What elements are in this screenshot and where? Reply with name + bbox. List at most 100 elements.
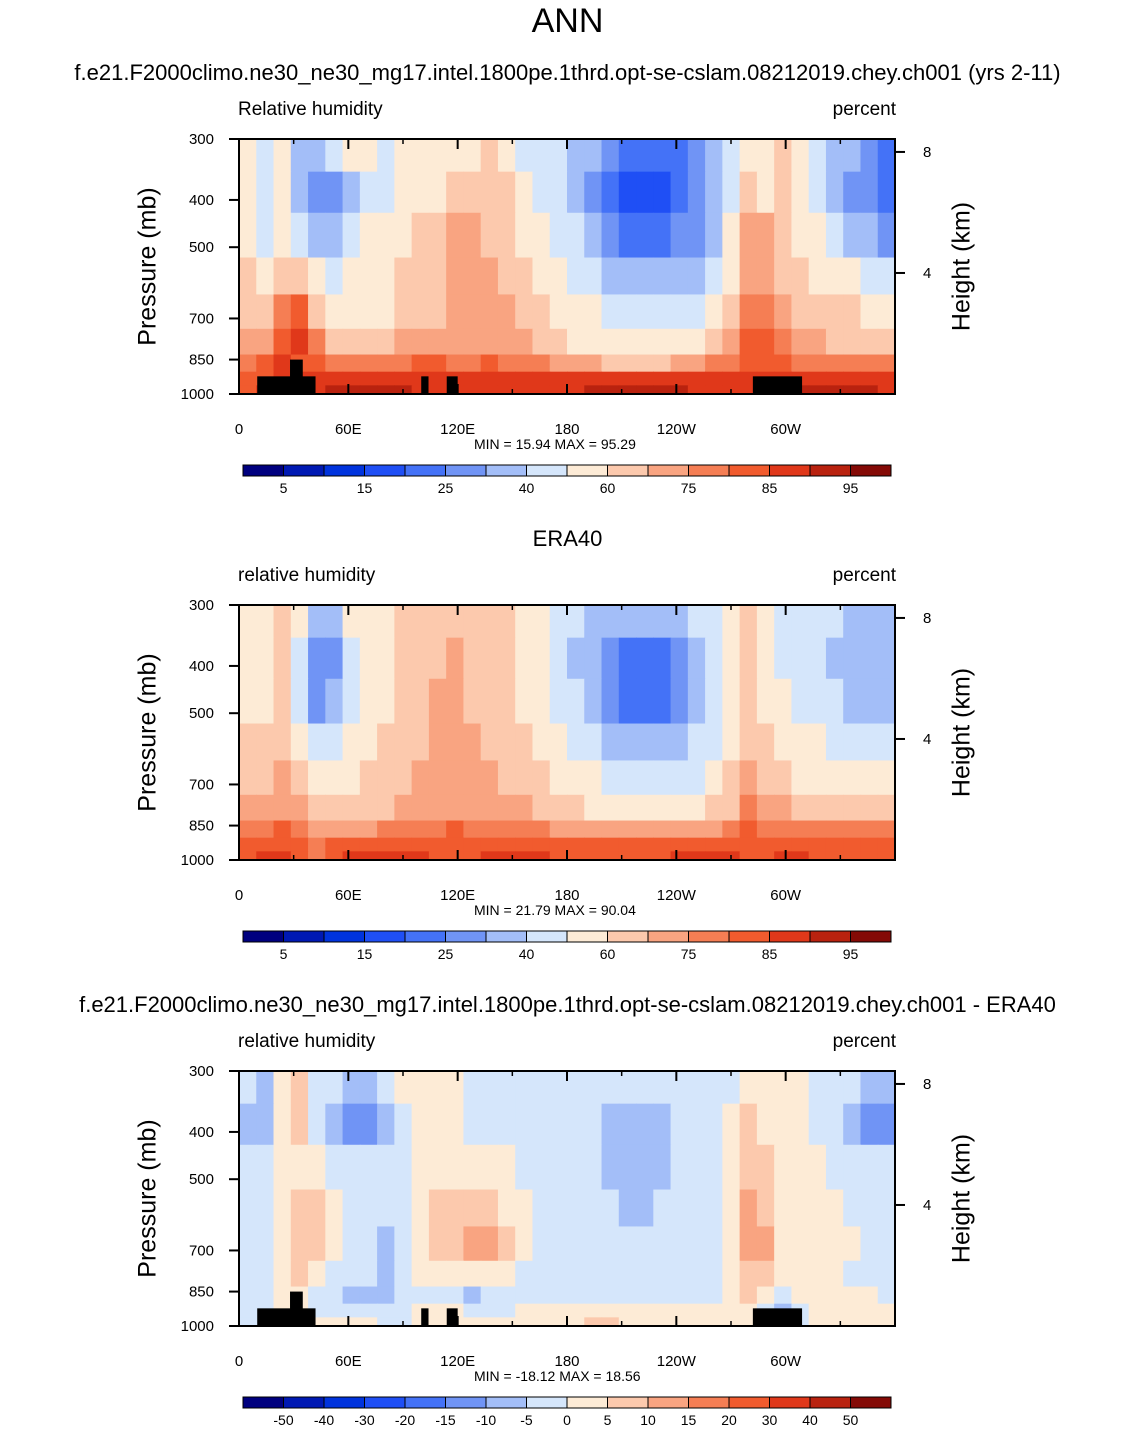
heatmap-cell (687, 794, 706, 822)
heatmap-cell (791, 1071, 810, 1105)
heatmap-cell (463, 1286, 482, 1305)
heatmap-cell (618, 1144, 637, 1191)
heatmap-cell (532, 1103, 551, 1146)
heatmap-cell (411, 354, 430, 373)
heatmap-cell (808, 678, 827, 725)
heatmap-cell (791, 257, 810, 296)
heatmap-cell (653, 1317, 672, 1327)
heatmap-cell (584, 794, 603, 822)
heatmap-cell (636, 723, 654, 762)
heatmap-cell (756, 820, 775, 839)
heatmap-cell (463, 1103, 482, 1146)
heatmap-cell (463, 723, 482, 762)
heatmap-cell (791, 794, 810, 822)
heatmap-cell (774, 212, 793, 259)
heatmap-cell (653, 678, 672, 725)
heatmap-cell (532, 1303, 551, 1318)
heatmap-cell (618, 1071, 637, 1105)
heatmap-cell (860, 851, 879, 861)
heatmap-cell (843, 851, 862, 861)
heatmap-cell (515, 1144, 534, 1191)
colorbar-box (647, 1396, 689, 1409)
heatmap-cell (256, 212, 275, 259)
heatmap-cell (446, 820, 465, 839)
colorbar-label: -20 (395, 1412, 415, 1428)
heatmap-cell (549, 328, 568, 356)
heatmap-cell (273, 1286, 292, 1305)
heatmap-cell (290, 294, 309, 330)
heatmap-cell (290, 820, 309, 839)
heatmap-cell (325, 851, 344, 861)
heatmap-cell (584, 1226, 603, 1262)
heatmap-cell (308, 794, 326, 822)
heatmap-cell (411, 171, 430, 214)
heatmap-cell (463, 139, 482, 173)
colorbar-box (809, 1396, 851, 1409)
heatmap-cell (877, 139, 896, 173)
heatmap-cell (342, 354, 361, 373)
heatmap-cell (256, 1286, 275, 1305)
heatmap-cell (325, 385, 344, 395)
heatmap-cell (601, 294, 620, 330)
x-tick-label: 180 (554, 1353, 579, 1370)
heatmap-cell (532, 139, 551, 173)
heatmap-cell (860, 637, 879, 680)
heatmap-cell (791, 1103, 810, 1146)
colorbar-box (404, 1396, 446, 1409)
heatmap-cell (532, 171, 551, 214)
heatmap-cell (756, 794, 775, 822)
heatmap-cell (446, 851, 465, 861)
heatmap-cell (791, 837, 810, 852)
heatmap-cell (463, 851, 482, 861)
heatmap-cell (428, 1260, 447, 1288)
heatmap-cell (843, 760, 862, 796)
heatmap-cell (584, 212, 603, 259)
heatmap-cell (808, 1303, 827, 1318)
heatmap-cell (774, 794, 793, 822)
heatmap-cell (739, 723, 758, 762)
heatmap-cell (618, 139, 637, 173)
heatmap-cell (687, 212, 706, 259)
heatmap-cell (756, 1071, 775, 1105)
heatmap-cell (446, 794, 465, 822)
heatmap-cell (843, 354, 862, 373)
heatmap-cell (342, 1103, 361, 1146)
heatmap-cell (843, 212, 862, 259)
land-mask (446, 1308, 458, 1326)
heatmap-cell (722, 1071, 741, 1105)
heatmap-cell (256, 1071, 275, 1105)
heatmap-cell (843, 723, 862, 762)
heatmap-cell (584, 1286, 603, 1305)
heatmap-cell (394, 1286, 413, 1305)
colorbar-label: -15 (435, 1412, 455, 1428)
heatmap-cell (239, 139, 257, 173)
heatmap-cell (860, 1317, 879, 1327)
heatmap-cell (446, 1103, 465, 1146)
heatmap-cell (532, 605, 551, 639)
heatmap-cell (515, 385, 534, 395)
heatmap-cell (515, 637, 534, 680)
heatmap-cell (394, 257, 413, 296)
heatmap-cell (601, 723, 620, 762)
x-tick-label: 60W (770, 421, 802, 438)
heatmap-cell (273, 794, 292, 822)
heatmap-cell (636, 605, 654, 639)
heatmap-cell (480, 1303, 499, 1318)
heatmap-cell (618, 678, 637, 725)
heatmap-cell (860, 354, 879, 373)
heatmap-cell (687, 1226, 706, 1262)
heatmap-cell (567, 1189, 585, 1228)
heatmap-cell (497, 371, 516, 386)
heatmap-cell (722, 371, 741, 386)
heatmap-cell (308, 637, 326, 680)
heatmap-cell (601, 1260, 620, 1288)
heatmap-cell (705, 637, 723, 680)
heatmap-cell (843, 257, 862, 296)
heatmap-cell (687, 820, 706, 839)
heatmap-cell (843, 678, 862, 725)
heatmap-cell (687, 678, 706, 725)
heatmap-cell (584, 1144, 603, 1191)
heatmap-cell (877, 354, 896, 373)
heatmap-cell (601, 820, 620, 839)
heatmap-cell (567, 1286, 585, 1305)
